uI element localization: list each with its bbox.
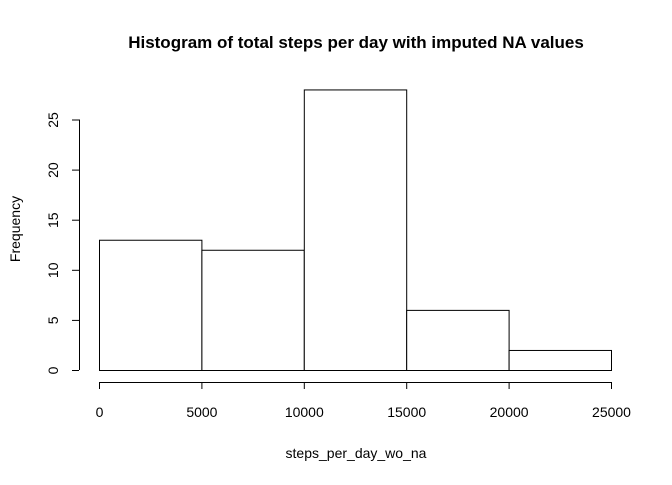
y-axis-label: Frequency bbox=[7, 196, 23, 262]
y-tick-label-3: 10 bbox=[45, 262, 61, 278]
y-tick-label-2: 5 bbox=[45, 316, 61, 324]
histogram-bars bbox=[99, 89, 613, 372]
y-axis: 0 5 10 15 20 25 bbox=[45, 112, 80, 374]
histogram-bar-5 bbox=[508, 349, 613, 371]
chart-title: Histogram of total steps per day with im… bbox=[128, 33, 584, 52]
x-tick-label-1: 0 bbox=[96, 404, 104, 420]
x-tick-label-4: 15000 bbox=[387, 404, 426, 420]
y-tick-label-4: 15 bbox=[45, 212, 61, 228]
y-tick-label-6: 25 bbox=[45, 112, 61, 128]
x-tick-label-3: 10000 bbox=[285, 404, 324, 420]
x-axis-label: steps_per_day_wo_na bbox=[286, 445, 427, 461]
histogram-bar-3 bbox=[303, 89, 408, 371]
x-tick-label-2: 5000 bbox=[186, 404, 217, 420]
y-tick-label-1: 0 bbox=[45, 366, 61, 374]
x-axis: 0 5000 10000 15000 20000 25000 bbox=[96, 382, 631, 420]
x-tick-label-5: 20000 bbox=[490, 404, 529, 420]
x-tick-label-6: 25000 bbox=[592, 404, 631, 420]
y-tick-label-5: 20 bbox=[45, 162, 61, 178]
histogram-bar-1 bbox=[99, 239, 203, 371]
histogram-bar-4 bbox=[406, 309, 510, 372]
histogram-bar-2 bbox=[201, 249, 305, 371]
